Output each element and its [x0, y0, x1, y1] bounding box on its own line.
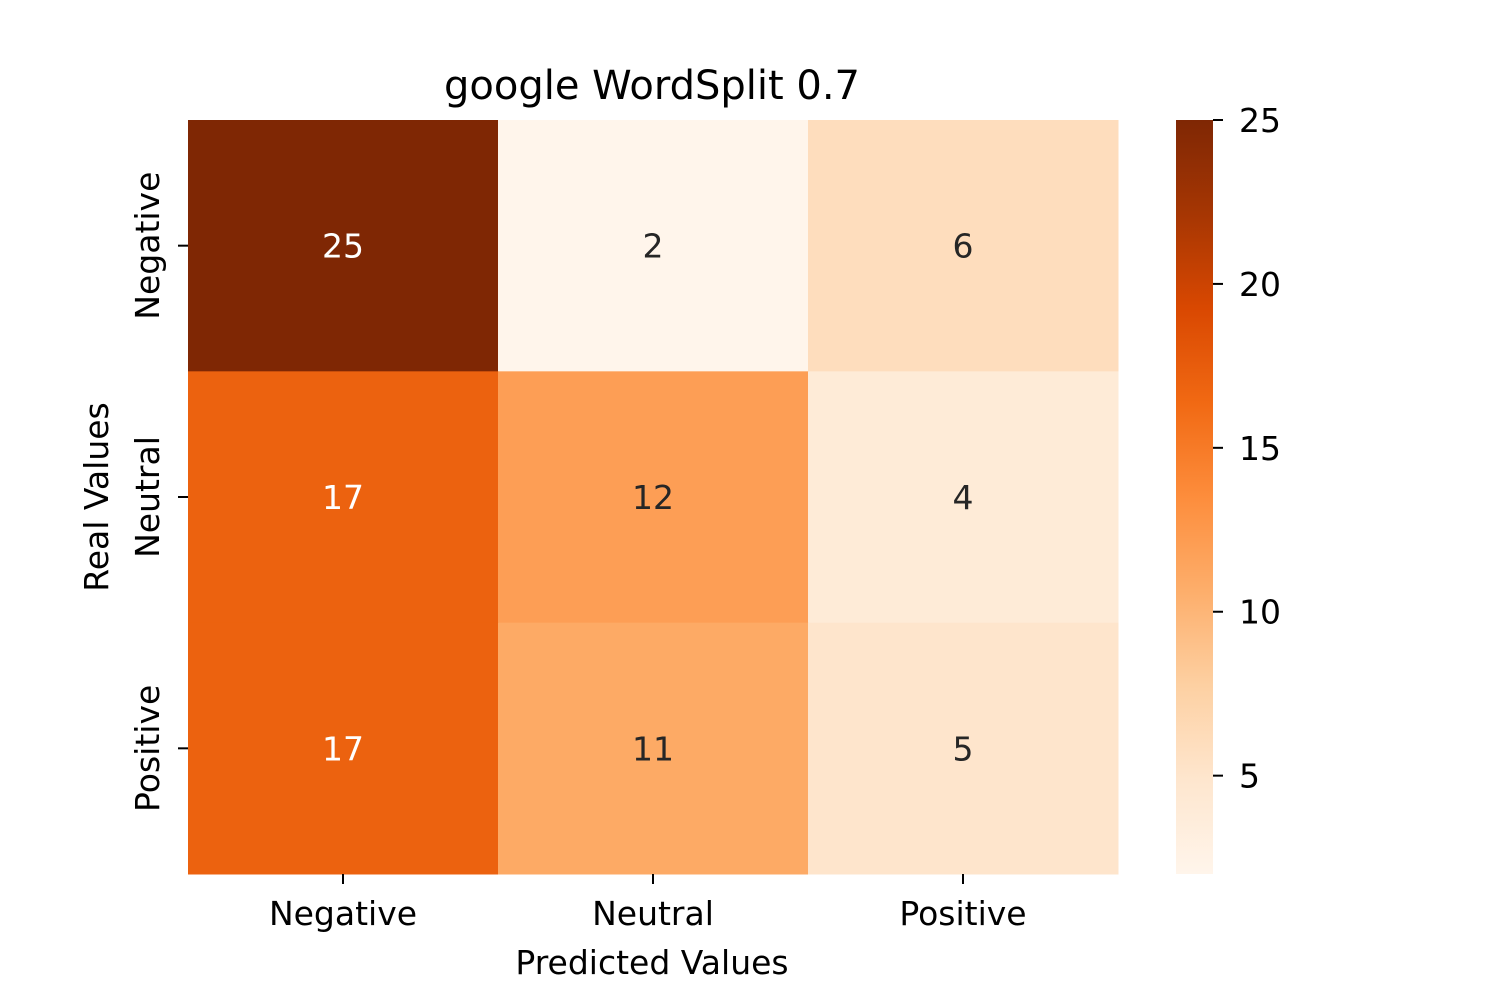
- cell-value-label: 11: [632, 729, 674, 768]
- x-axis-label: Predicted Values: [515, 943, 788, 982]
- heatmap-cell: [808, 120, 1119, 372]
- cell-value-label: 4: [953, 478, 974, 517]
- heatmap-cell: [498, 120, 809, 372]
- heatmap-cell: [188, 622, 499, 875]
- y-axis-label: Real Values: [77, 402, 116, 591]
- colorbar-tick-label: 25: [1239, 101, 1281, 140]
- chart-title: google WordSplit 0.7: [444, 63, 860, 109]
- cell-value-label: 2: [643, 227, 664, 266]
- x-tick-label: Negative: [269, 894, 417, 933]
- cell-annotations: 25 2 6 17 12 4 17 11 5: [322, 227, 974, 769]
- heatmap-cell: [808, 371, 1119, 624]
- y-axis: Negative Neutral Positive: [128, 172, 188, 812]
- cell-value-label: 17: [322, 478, 364, 517]
- x-tick-label: Positive: [899, 894, 1026, 933]
- cell-value-label: 25: [322, 227, 364, 266]
- y-tick-label: Negative: [128, 172, 167, 320]
- colorbar-tick-label: 15: [1239, 429, 1281, 468]
- cell-value-label: 5: [953, 729, 974, 768]
- x-tick-label: Neutral: [592, 894, 714, 933]
- cell-value-label: 12: [632, 478, 674, 517]
- heatmap-cell: [188, 371, 499, 624]
- colorbar-tick-label: 10: [1239, 593, 1281, 632]
- colorbar-gradient: [1176, 120, 1213, 874]
- cell-value-label: 6: [953, 227, 974, 266]
- x-axis: Negative Neutral Positive: [269, 874, 1027, 933]
- cell-value-label: 17: [322, 729, 364, 768]
- heatmap-cell: [498, 622, 809, 875]
- heatmap-cells: [188, 120, 1119, 875]
- colorbar-tick-label: 20: [1239, 265, 1281, 304]
- y-tick-label: Neutral: [128, 436, 167, 558]
- y-tick-label: Positive: [128, 685, 167, 812]
- colorbar-tick-label: 5: [1239, 757, 1260, 796]
- heatmap-cell: [188, 120, 499, 372]
- heatmap-cell: [808, 622, 1119, 875]
- heatmap-cell: [498, 371, 809, 624]
- colorbar: 5 10 15 20 25: [1176, 101, 1281, 874]
